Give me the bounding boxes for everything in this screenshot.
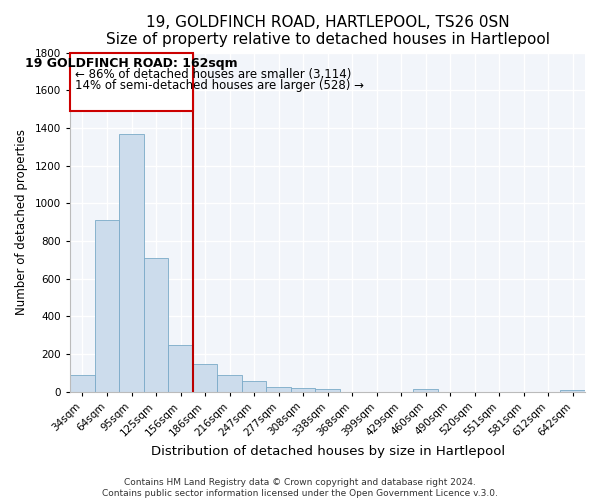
Text: ← 86% of detached houses are smaller (3,114): ← 86% of detached houses are smaller (3,… [76, 68, 352, 81]
Text: 14% of semi-detached houses are larger (528) →: 14% of semi-detached houses are larger (… [76, 79, 364, 92]
Bar [217, 374, 242, 392]
Bar [316, 389, 340, 392]
Bar [168, 344, 193, 392]
Bar [144, 258, 168, 392]
Y-axis label: Number of detached properties: Number of detached properties [15, 129, 28, 315]
Bar [560, 390, 585, 392]
Bar [266, 387, 291, 392]
Text: Contains HM Land Registry data © Crown copyright and database right 2024.
Contai: Contains HM Land Registry data © Crown c… [102, 478, 498, 498]
Bar [193, 364, 217, 392]
Text: 19 GOLDFINCH ROAD: 162sqm: 19 GOLDFINCH ROAD: 162sqm [25, 58, 238, 70]
Bar [95, 220, 119, 392]
X-axis label: Distribution of detached houses by size in Hartlepool: Distribution of detached houses by size … [151, 444, 505, 458]
Bar [119, 134, 144, 392]
Bar [413, 389, 438, 392]
Bar [70, 374, 95, 392]
Bar [242, 382, 266, 392]
FancyBboxPatch shape [70, 52, 193, 111]
Title: 19, GOLDFINCH ROAD, HARTLEPOOL, TS26 0SN
Size of property relative to detached h: 19, GOLDFINCH ROAD, HARTLEPOOL, TS26 0SN… [106, 15, 550, 48]
Bar [291, 388, 316, 392]
